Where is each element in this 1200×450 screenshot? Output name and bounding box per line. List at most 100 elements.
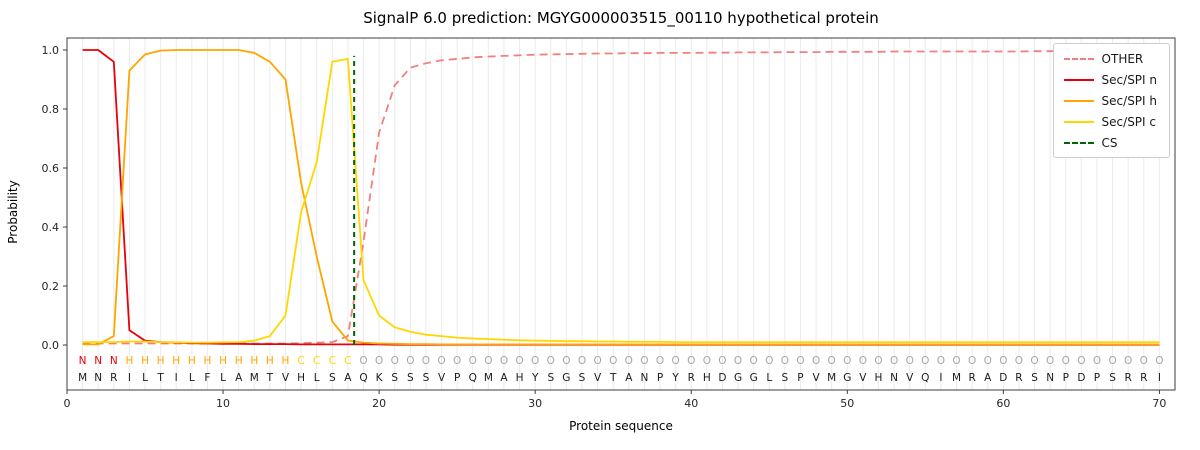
y-tick-label: 0.8 xyxy=(42,103,60,116)
region-letter: H xyxy=(219,355,227,367)
series-line-sec-spi-h xyxy=(82,49,1160,346)
sequence-letter: L xyxy=(314,372,320,384)
sequence-letter: P xyxy=(657,372,663,384)
region-letter: O xyxy=(1077,355,1085,367)
sequence-letter: V xyxy=(906,372,914,384)
region-letter: O xyxy=(453,355,461,367)
sequence-letter: S xyxy=(391,372,398,384)
region-letter: O xyxy=(1046,355,1054,367)
region-letter: O xyxy=(578,355,586,367)
region-letter: O xyxy=(625,355,633,367)
legend-line-sample xyxy=(1063,57,1094,60)
region-letter: O xyxy=(359,355,367,367)
x-tick-label: 50 xyxy=(840,397,854,410)
series-line-sec-spi-n xyxy=(82,49,1160,346)
region-letter: H xyxy=(266,355,274,367)
plot-border xyxy=(66,37,1176,391)
sequence-letter: N xyxy=(640,372,648,384)
region-letter: O xyxy=(906,355,914,367)
sequence-letter: P xyxy=(797,372,803,384)
region-letter: O xyxy=(515,355,523,367)
region-letter: O xyxy=(859,355,867,367)
sequence-letter: H xyxy=(703,372,711,384)
x-axis-label: Protein sequence xyxy=(569,419,673,433)
region-letter: O xyxy=(593,355,601,367)
sequence-letter: R xyxy=(1125,372,1132,384)
sequence-letter: T xyxy=(609,372,617,384)
sequence-letter: H xyxy=(516,372,524,384)
sequence-letter: S xyxy=(547,372,554,384)
region-letter: O xyxy=(1124,355,1132,367)
legend-item-sec-spi-c: Sec/SPI c xyxy=(1063,114,1157,129)
legend-item-sec-spi-h: Sec/SPI h xyxy=(1063,93,1157,108)
sequence-letter: S xyxy=(579,372,586,384)
region-letter: O xyxy=(687,355,695,367)
region-letter: O xyxy=(1030,355,1038,367)
legend-item-other: OTHER xyxy=(1063,51,1157,66)
region-letter: O xyxy=(812,355,820,367)
region-letter: O xyxy=(781,355,789,367)
sequence-letter: R xyxy=(1015,372,1022,384)
sequence-letter: D xyxy=(1077,372,1085,384)
sequence-letter: V xyxy=(859,372,867,384)
legend-item-label: Sec/SPI h xyxy=(1101,93,1157,108)
sequence-letter: G xyxy=(562,372,570,384)
region-letter: C xyxy=(329,355,336,367)
y-tick-label: 0.0 xyxy=(42,339,60,352)
region-letter: O xyxy=(703,355,711,367)
sequence-letter: S xyxy=(423,372,430,384)
sequence-letter: Y xyxy=(531,372,539,384)
legend-item-sec-spi-n: Sec/SPI n xyxy=(1063,72,1157,87)
sequence-letter: H xyxy=(875,372,883,384)
y-tick-label: 0.6 xyxy=(42,162,60,175)
legend-item-cs: CS xyxy=(1063,135,1157,150)
sequence-letter: N xyxy=(1046,372,1054,384)
sequence-letter: P xyxy=(1094,372,1100,384)
region-letter: O xyxy=(562,355,570,367)
sequence-letter: G xyxy=(750,372,758,384)
sequence-letter: V xyxy=(812,372,820,384)
region-letter: O xyxy=(469,355,477,367)
region-letter: H xyxy=(172,355,180,367)
region-letter: H xyxy=(250,355,258,367)
region-letter: O xyxy=(999,355,1007,367)
sequence-letter: L xyxy=(142,372,148,384)
x-tick-label: 10 xyxy=(216,397,230,410)
region-letter: O xyxy=(796,355,804,367)
region-letter: H xyxy=(157,355,165,367)
sequence-letter: S xyxy=(329,372,336,384)
sequence-letter: S xyxy=(407,372,414,384)
sequence-letter: I xyxy=(1158,372,1161,384)
sequence-letter: Q xyxy=(921,372,929,384)
sequence-letter: M xyxy=(484,372,493,384)
chart-title: SignalP 6.0 prediction: MGYG000003515_00… xyxy=(363,9,879,27)
sequence-letter: N xyxy=(890,372,898,384)
region-letter: H xyxy=(125,355,133,367)
region-letter: O xyxy=(843,355,851,367)
region-letter: O xyxy=(484,355,492,367)
sequence-letter: V xyxy=(282,372,290,384)
region-letter: O xyxy=(1108,355,1116,367)
y-axis-label: Probability xyxy=(6,180,20,244)
sequence-letter: R xyxy=(688,372,695,384)
region-letter: H xyxy=(235,355,243,367)
sequence-letter: M xyxy=(250,372,259,384)
region-letter: N xyxy=(79,355,87,367)
region-letter: O xyxy=(609,355,617,367)
region-letter: O xyxy=(500,355,508,367)
sequence-letter: A xyxy=(344,372,352,384)
region-letter: O xyxy=(1093,355,1101,367)
sequence-letter: A xyxy=(984,372,992,384)
legend-line-sample xyxy=(1063,78,1094,81)
region-letter: O xyxy=(1015,355,1023,367)
sequence-letter: R xyxy=(968,372,975,384)
region-letter: H xyxy=(282,355,290,367)
sequence-letter: H xyxy=(297,372,305,384)
sequence-letter: M xyxy=(952,372,961,384)
region-letter: O xyxy=(921,355,929,367)
region-letter: O xyxy=(952,355,960,367)
region-letter: O xyxy=(640,355,648,367)
region-letter: H xyxy=(203,355,211,367)
region-letter: H xyxy=(188,355,196,367)
